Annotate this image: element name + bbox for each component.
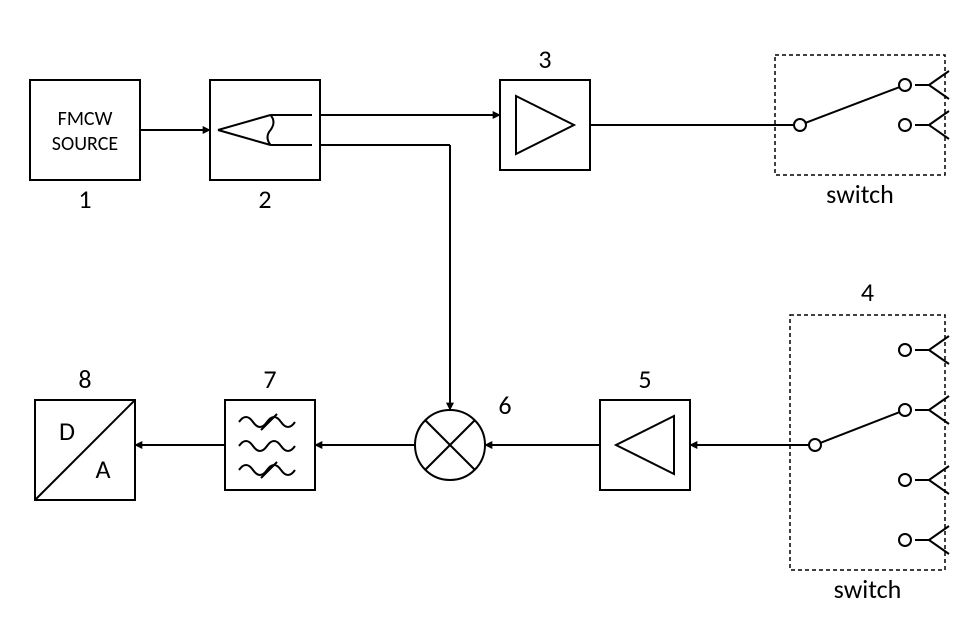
svg-text:D: D	[59, 415, 75, 447]
svg-text:1: 1	[78, 183, 91, 215]
svg-text:switch: switch	[834, 573, 902, 605]
svg-text:6: 6	[498, 389, 511, 421]
svg-text:4: 4	[861, 276, 874, 308]
svg-text:A: A	[95, 453, 110, 485]
svg-text:8: 8	[78, 363, 91, 395]
svg-text:switch: switch	[826, 178, 894, 210]
svg-text:5: 5	[638, 363, 651, 395]
svg-text:3: 3	[538, 43, 551, 75]
svg-text:FMCW: FMCW	[58, 107, 113, 131]
svg-text:7: 7	[263, 363, 276, 395]
svg-text:SOURCE: SOURCE	[52, 132, 118, 156]
svg-text:2: 2	[258, 183, 271, 215]
